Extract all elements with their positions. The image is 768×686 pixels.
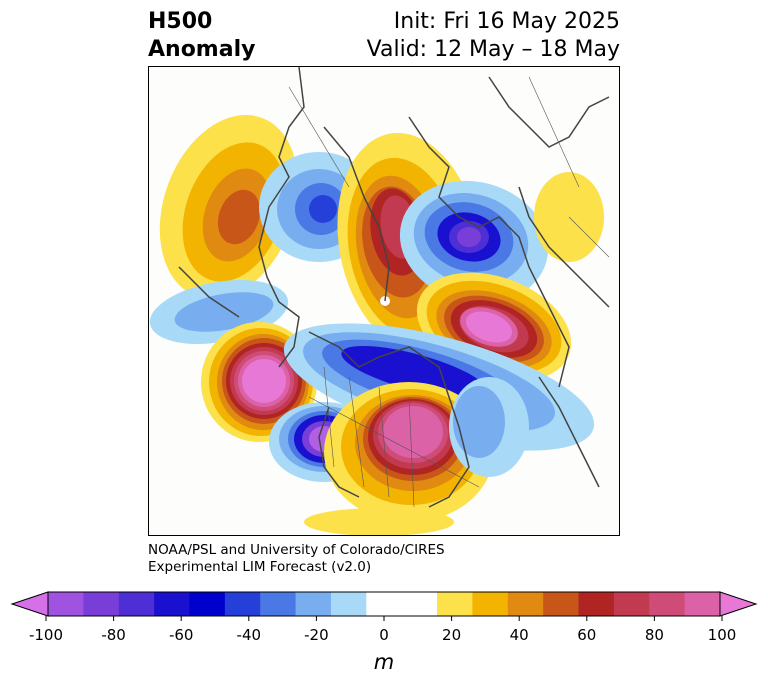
colorbar-ticks — [45, 616, 723, 621]
colorbar — [10, 591, 758, 621]
anomaly-subtropical-band — [304, 508, 454, 535]
borders — [288, 76, 610, 508]
valid-range: Valid: 12 May – 18 May — [366, 37, 620, 62]
colorbar-tick-label: -40 — [236, 626, 262, 644]
colorbar-tick-label: 40 — [509, 626, 529, 644]
map-title: H500 Anomaly — [148, 8, 255, 64]
colorbar-cell — [437, 592, 473, 616]
colorbar-tick-label: 80 — [644, 626, 664, 644]
colorbar-cell — [295, 592, 332, 616]
colorbar-cell — [366, 592, 403, 616]
map-svg — [149, 67, 610, 535]
colorbar-cell — [83, 592, 120, 616]
colorbar-cell — [507, 592, 544, 616]
forecast-dates: Init: Fri 16 May 2025 Valid: 12 May – 18… — [367, 8, 620, 64]
colorbar-cell — [48, 592, 84, 616]
colorbar-cell — [684, 592, 721, 616]
anomaly-map — [148, 66, 620, 536]
colorbar-cell — [330, 592, 367, 616]
colorbar-tick-label: 60 — [577, 626, 597, 644]
colorbar-cell — [543, 592, 580, 616]
colorbar-cells — [48, 592, 721, 616]
colorbar-cell — [649, 592, 686, 616]
colorbar-cell — [189, 592, 226, 616]
colorbar-cell — [472, 592, 509, 616]
colorbar-tick-label: 0 — [379, 626, 389, 644]
colorbar-min-extension — [10, 591, 49, 617]
credit-line-2: Experimental LIM Forecast (v2.0) — [148, 559, 372, 575]
colorbar-tick-label: -100 — [28, 626, 64, 644]
colorbar-tick-label: 100 — [707, 626, 737, 644]
colorbar-cell — [613, 592, 650, 616]
title-line-2: Anomaly — [148, 37, 256, 62]
colorbar-tick-label: 20 — [442, 626, 462, 644]
init-date: Init: Fri 16 May 2025 — [393, 9, 620, 34]
anomaly-east-us-ridge — [324, 382, 494, 522]
colorbar-tick-label: -20 — [304, 626, 329, 644]
credit-text: NOAA/PSL and University of Colorado/CIRE… — [148, 542, 445, 576]
colorbar-max-extension — [719, 591, 758, 617]
credit-line-1: NOAA/PSL and University of Colorado/CIRE… — [148, 542, 445, 558]
colorbar-cell — [224, 592, 261, 616]
coastlines — [178, 67, 610, 508]
colorbar-cell — [260, 592, 297, 616]
colorbar-cell — [401, 592, 438, 616]
colorbar-cell — [118, 592, 155, 616]
anomaly-north-pacific-ridge — [201, 322, 317, 442]
colorbar-tick-label: -60 — [168, 626, 194, 644]
colorbar-unit: m — [373, 650, 395, 674]
colorbar-cell — [578, 592, 615, 616]
colorbar-tick-label: -80 — [101, 626, 126, 644]
colorbar-cell — [154, 592, 190, 616]
anomaly-atlantic-trough — [449, 377, 529, 477]
anomaly-europe-trough — [399, 180, 549, 304]
title-line-1: H500 — [148, 9, 213, 34]
